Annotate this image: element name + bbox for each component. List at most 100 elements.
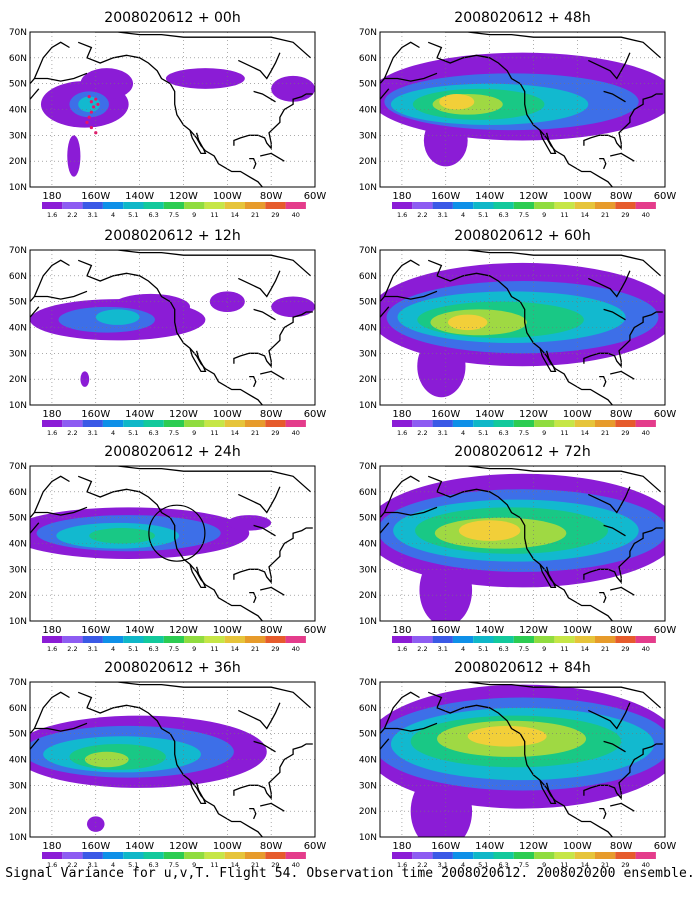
panel-title: 2008020612 + 12h	[104, 228, 240, 244]
legend-label: 3.1	[438, 861, 448, 869]
y-tick-label: 70N	[359, 462, 377, 472]
legend-label: 4	[111, 211, 115, 219]
legend-label: 29	[621, 645, 629, 653]
legend-swatch	[534, 852, 555, 859]
panel-title: 2008020612 + 84h	[454, 660, 590, 676]
legend-swatch	[224, 202, 245, 209]
y-tick-label: 70N	[9, 462, 27, 472]
x-tick-label: 140W	[475, 625, 504, 636]
legend-label: 21	[601, 429, 609, 437]
legend-swatch	[493, 852, 514, 859]
y-tick-label: 20N	[9, 591, 27, 601]
y-tick-label: 10N	[359, 401, 377, 411]
y-tick-label: 40N	[9, 324, 27, 334]
coastlines	[30, 250, 313, 405]
y-tick-label: 20N	[359, 591, 377, 601]
x-tick-label: 80W	[260, 625, 283, 636]
x-tick-label: 120W	[169, 841, 198, 852]
legend-label: 6.3	[498, 211, 508, 219]
legend-label: 9	[542, 211, 546, 219]
map-panel: 2008020612 + 84h 10N 20N 30N 40N 50N 60N 70N 180…	[359, 660, 677, 869]
legend-swatch	[635, 202, 656, 209]
legend-label: 3.1	[88, 211, 98, 219]
legend-swatch	[452, 852, 474, 859]
legend-swatch	[513, 202, 535, 209]
observation-marker	[85, 120, 89, 125]
observation-marker	[87, 115, 91, 119]
legend-label: 1.6	[47, 645, 57, 653]
legend-swatch	[635, 852, 656, 859]
legend-label: 29	[271, 861, 279, 869]
variance-contour	[271, 75, 315, 102]
x-tick-label: 80W	[610, 409, 633, 420]
legend-swatch	[554, 420, 575, 427]
legend-swatch	[42, 420, 63, 427]
coastline	[603, 524, 626, 537]
x-tick-label: 140W	[125, 191, 154, 202]
x-tick-label: 80W	[610, 841, 633, 852]
x-tick-label: 120W	[519, 841, 548, 852]
legend-swatch	[285, 202, 306, 209]
legend-label: 2.2	[417, 211, 427, 219]
y-tick-label: 50N	[9, 730, 27, 740]
y-tick-label: 10N	[9, 833, 27, 843]
variance-contour	[78, 96, 101, 113]
coastline	[610, 802, 635, 812]
legend-swatch	[452, 420, 474, 427]
y-tick-label: 20N	[9, 375, 27, 385]
legend-swatch	[412, 420, 433, 427]
legend-label: 6.3	[148, 861, 158, 869]
legend-label: 1.6	[47, 429, 57, 437]
legend-label: 14	[581, 861, 589, 869]
legend-label: 6.3	[498, 645, 508, 653]
x-tick-label: 120W	[169, 191, 198, 202]
y-tick-label: 40N	[9, 540, 27, 550]
coastline	[253, 90, 276, 103]
x-tick-label: 160W	[81, 625, 110, 636]
coastline	[384, 72, 438, 82]
legend-label: 40	[642, 861, 650, 869]
legend-label: 9	[192, 429, 196, 437]
legend-label: 29	[271, 429, 279, 437]
y-tick-label: 40N	[359, 106, 377, 116]
legend-label: 5.1	[128, 211, 138, 219]
legend-label: 7.5	[169, 645, 179, 653]
plot-frame	[379, 681, 666, 838]
legend-label: 14	[231, 429, 239, 437]
legend-label: 5.1	[128, 429, 138, 437]
legend-swatch	[595, 636, 616, 643]
legend-label: 21	[601, 645, 609, 653]
color-legend: 1.6 2.2 3.1 4 5.1 6.3 7.5 9 11 14 21 29 40	[42, 202, 306, 219]
legend-swatch	[534, 202, 555, 209]
legend-label: 4	[461, 861, 465, 869]
coastline	[95, 466, 312, 493]
legend-label: 5.1	[478, 645, 488, 653]
x-tick-label: 80W	[260, 409, 283, 420]
x-tick-label: 100W	[213, 625, 242, 636]
x-tick-label: 180	[392, 841, 411, 852]
panel-title: 2008020612 + 24h	[104, 444, 240, 460]
legend-swatch	[473, 420, 494, 427]
observation-marker	[89, 100, 93, 104]
legend-swatch	[102, 636, 124, 643]
x-tick-label: 160W	[81, 409, 110, 420]
coastline	[77, 259, 263, 405]
legend-label: 11	[560, 429, 568, 437]
plot-frame	[29, 681, 316, 838]
y-tick-label: 60N	[359, 704, 377, 714]
y-tick-label: 30N	[359, 131, 377, 141]
legend-label: 1.6	[397, 211, 407, 219]
legend-swatch	[432, 636, 453, 643]
legend-label: 4	[111, 429, 115, 437]
coastline	[30, 738, 40, 750]
legend-swatch	[204, 420, 225, 427]
y-tick-label: 50N	[9, 80, 27, 90]
legend-label: 1.6	[397, 861, 407, 869]
legend-swatch	[163, 420, 185, 427]
x-tick-label: 160W	[431, 409, 460, 420]
legend-swatch	[285, 636, 306, 643]
y-tick-label: 50N	[359, 298, 377, 308]
legend-swatch	[635, 420, 656, 427]
x-tick-label: 80W	[610, 625, 633, 636]
y-tick-label: 50N	[9, 514, 27, 524]
